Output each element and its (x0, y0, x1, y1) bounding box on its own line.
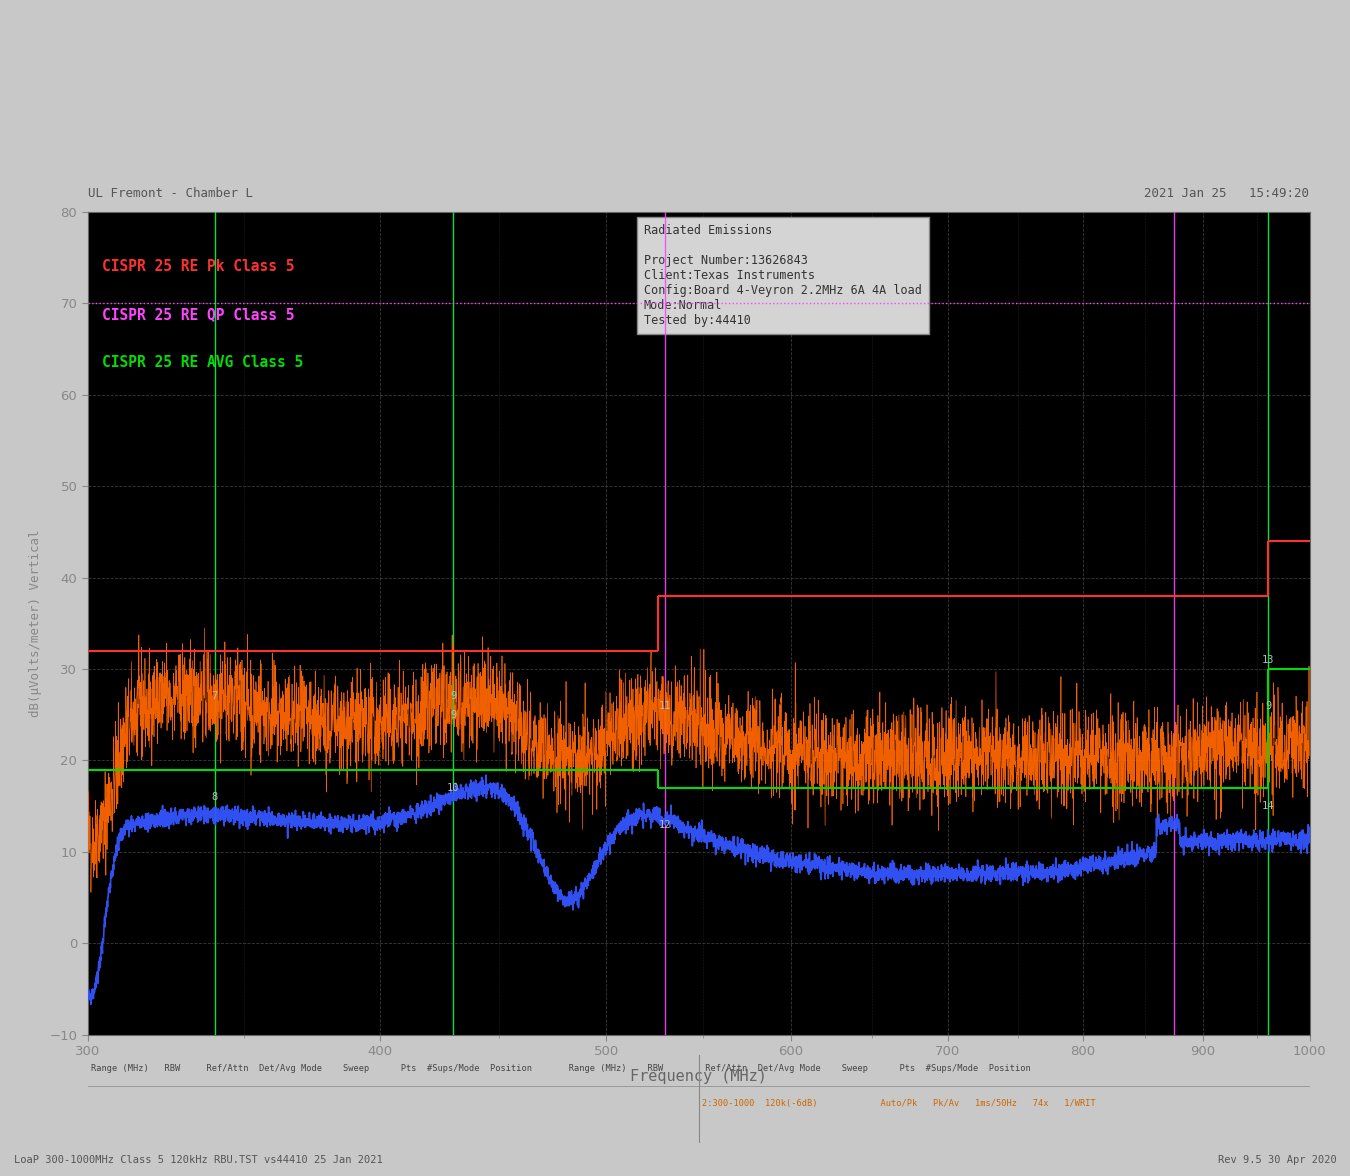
Text: LoaP 300-1000MHz Class 5 120kHz RBU.TST vs44410 25 Jan 2021: LoaP 300-1000MHz Class 5 120kHz RBU.TST … (14, 1155, 382, 1165)
Y-axis label: dB(µVolts/meter) Vertical: dB(µVolts/meter) Vertical (30, 529, 42, 717)
Text: CISPR 25 RE Pk Class 5: CISPR 25 RE Pk Class 5 (103, 260, 294, 274)
Text: Range (MHz)   RBW     Ref/Attn  Det/Avg Mode    Sweep      Pts  #Sups/Mode  Posi: Range (MHz) RBW Ref/Attn Det/Avg Mode Sw… (92, 1063, 1031, 1073)
Text: 2021 Jan 25   15:49:20: 2021 Jan 25 15:49:20 (1145, 187, 1310, 200)
Text: Radiated Emissions

Project Number:13626843
Client:Texas Instruments
Config:Boar: Radiated Emissions Project Number:136268… (644, 223, 922, 327)
Text: 2:300-1000  120k(-6dB)            Auto/Pk   Pk/Av   1ms/50Hz   74x   1/WRIT: 2:300-1000 120k(-6dB) Auto/Pk Pk/Av 1ms/… (702, 1098, 1096, 1108)
Text: UL Fremont - Chamber L: UL Fremont - Chamber L (88, 187, 252, 200)
Text: CISPR 25 RE QP Class 5: CISPR 25 RE QP Class 5 (103, 307, 294, 322)
Text: 12: 12 (659, 820, 671, 829)
Text: 9: 9 (450, 691, 456, 701)
Text: 8: 8 (212, 793, 217, 802)
Text: Rev 9.5 30 Apr 2020: Rev 9.5 30 Apr 2020 (1218, 1155, 1336, 1165)
Text: 7: 7 (212, 691, 217, 701)
Text: 11: 11 (659, 701, 671, 710)
Text: 9: 9 (450, 710, 456, 720)
X-axis label: Frequency (MHz): Frequency (MHz) (630, 1069, 767, 1084)
Text: 10: 10 (447, 783, 459, 793)
Text: 13: 13 (1262, 655, 1274, 664)
Text: 9: 9 (1265, 701, 1272, 710)
Text: 14: 14 (1262, 801, 1274, 811)
Text: CISPR 25 RE AVG Class 5: CISPR 25 RE AVG Class 5 (103, 355, 304, 369)
